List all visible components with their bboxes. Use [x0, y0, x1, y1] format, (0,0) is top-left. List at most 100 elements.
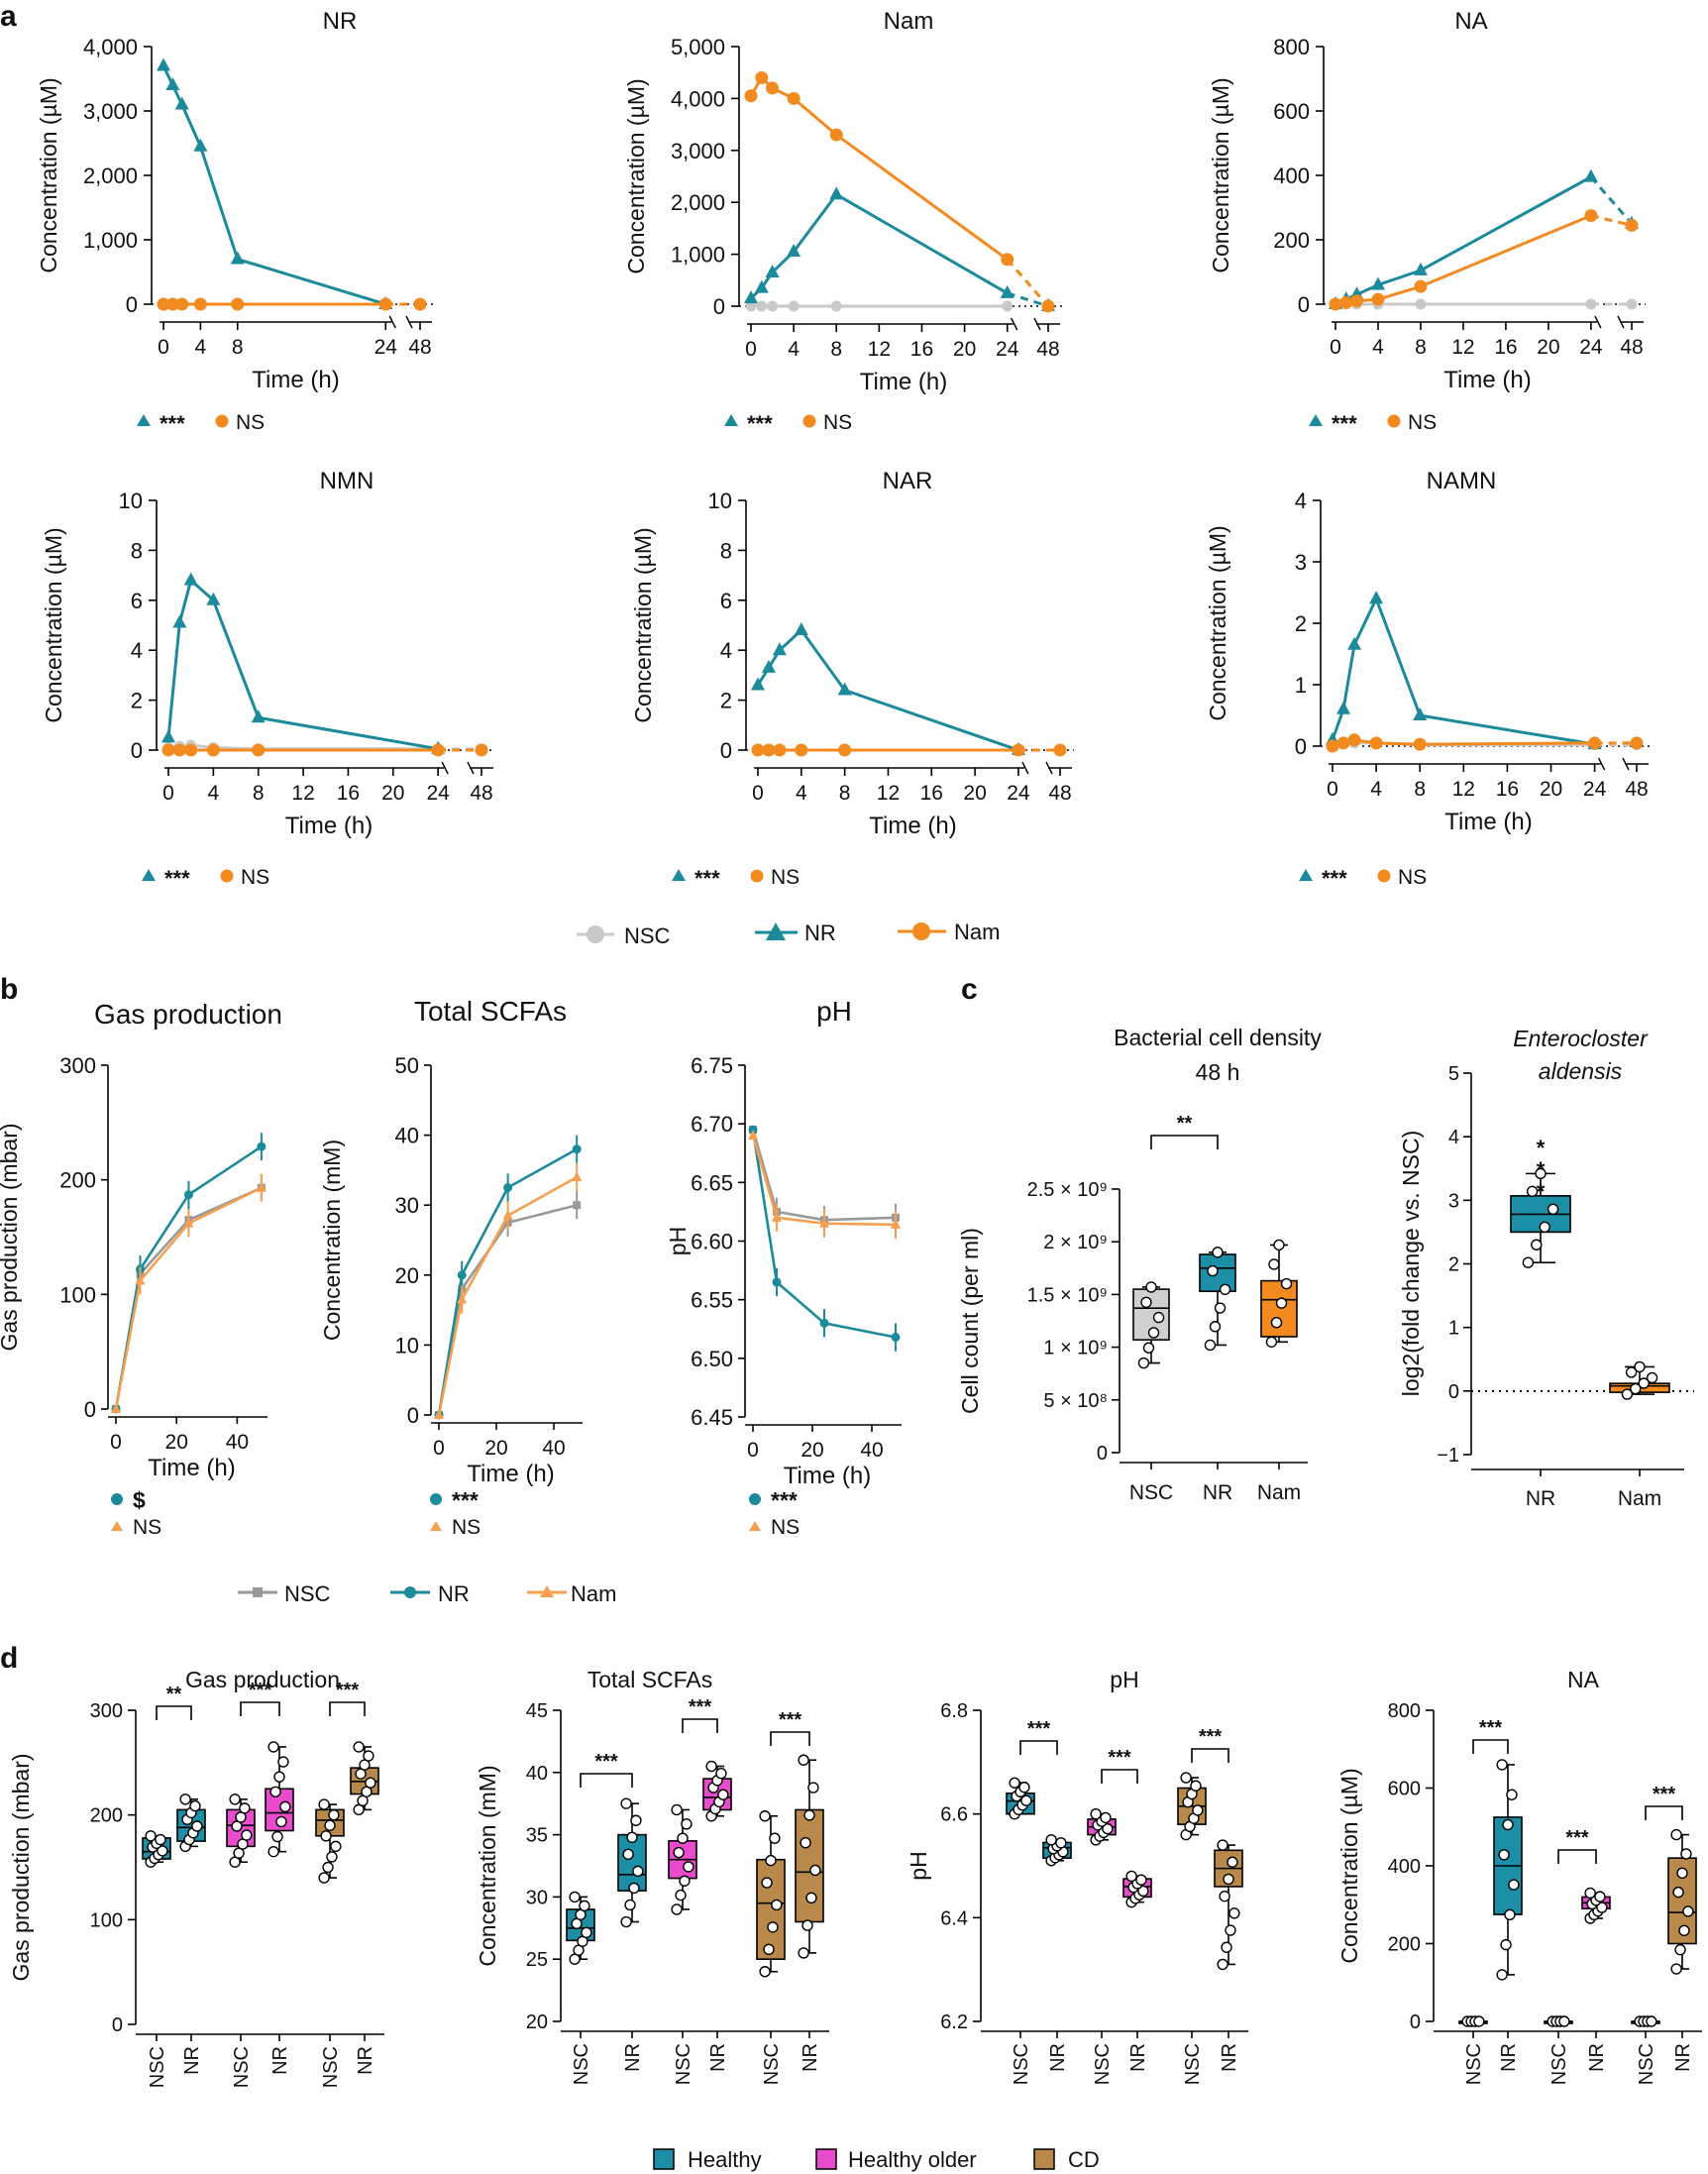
y-tick-label: −1 [1437, 1445, 1459, 1467]
data-point [1102, 1822, 1114, 1835]
stat-nr-marker [1309, 414, 1323, 426]
y-tick-label: 300 [90, 1700, 123, 1722]
y-tick-label: 200 [1273, 228, 1310, 253]
y-tick-label: 0 [1097, 1443, 1108, 1465]
data-point [715, 1767, 727, 1780]
data-point [1227, 1856, 1238, 1868]
data-point [330, 1840, 342, 1853]
data-point [328, 1808, 340, 1821]
data-point [1152, 1311, 1165, 1324]
marker-Nam [1326, 739, 1339, 753]
y-tick-label: 200 [1388, 1934, 1421, 1956]
data-point [1584, 1887, 1596, 1900]
x-tick-label: 4 [788, 338, 800, 361]
data-point [1147, 1327, 1160, 1339]
y-axis-label: Gas production (mbar) [0, 1123, 22, 1351]
sig-label: ** [166, 1684, 182, 1705]
data-point [677, 1832, 689, 1844]
x-tick-label: NR [181, 2046, 203, 2075]
marker-Nam [1041, 299, 1055, 313]
data-point [1090, 1807, 1102, 1820]
x-axis-label: Time (h) [784, 1463, 871, 1489]
marker-Nam [193, 297, 207, 311]
x-tick-label: NR [1526, 1487, 1555, 1510]
marker-Nam [502, 1209, 513, 1220]
x-tick-label: NR [622, 2043, 644, 2072]
y-tick-label: 200 [90, 1805, 123, 1827]
x-axis-label: Time (h) [860, 369, 947, 395]
x-tick-label: 0 [162, 782, 174, 805]
x-tick-label: 20 [1540, 778, 1562, 801]
x-tick-label: NSC [571, 2043, 592, 2085]
y-tick-label: 600 [1273, 99, 1310, 124]
y-tick-label: 800 [1273, 35, 1310, 59]
data-point [1280, 1277, 1293, 1290]
break-mark [1011, 317, 1018, 331]
data-point [1217, 1839, 1228, 1851]
y-tick-label: 4 [131, 638, 143, 663]
marker-NR [206, 592, 221, 605]
y-tick-label: 0 [84, 1397, 96, 1422]
chart-d2: 20 25 30 35 40 45 Concentration (mM) NSC NR NSC NR… [475, 1667, 829, 2085]
marker-Nam [1588, 736, 1602, 750]
data-point [1209, 1321, 1222, 1333]
marker-Nam [431, 743, 445, 757]
legend-panel-d: Healthy Healthy older CD [653, 2147, 1100, 2172]
x-tick-label: NR [1498, 2043, 1520, 2072]
marker-NR [257, 1141, 267, 1151]
data-point [267, 1741, 279, 1753]
data-point [1646, 1371, 1658, 1384]
marker-NSC [767, 300, 779, 312]
legend-b-nsc-marker [253, 1587, 263, 1597]
data-point [1676, 1867, 1688, 1879]
data-point [1137, 1885, 1149, 1898]
data-point [179, 1794, 191, 1805]
break-mark [467, 761, 475, 775]
x-tick-label: NR [1127, 2043, 1149, 2072]
data-point [1009, 1777, 1020, 1789]
break-mark [1622, 757, 1630, 771]
data-point [763, 1943, 775, 1956]
stat-nr-text: $ [133, 1487, 146, 1513]
y-tick-label: 45 [526, 1700, 548, 1722]
data-point [801, 1919, 813, 1931]
stat-nam-marker [802, 414, 816, 428]
data-point [569, 1891, 581, 1903]
series-line-NR [756, 627, 1019, 752]
chart-title: Total SCFAs [414, 996, 567, 1027]
marker-NR [819, 1318, 829, 1328]
x-axis-label: Time (h) [252, 367, 339, 393]
x-tick-label: NSC [761, 2043, 783, 2085]
marker-NR [794, 622, 808, 636]
stat-nam-marker [220, 869, 234, 883]
data-point [1219, 1890, 1230, 1902]
marker-Nam [891, 1218, 901, 1229]
data-point [241, 1829, 253, 1841]
break-mark [1033, 317, 1041, 331]
data-point [145, 1830, 157, 1842]
data-point [157, 1845, 168, 1857]
data-point [1621, 1388, 1634, 1400]
sig-bracket [580, 1773, 633, 1788]
series-line-NR [751, 1129, 897, 1339]
x-tick-label: 8 [839, 782, 851, 805]
marker-NSC [1415, 298, 1427, 310]
x-tick-label: 12 [868, 338, 891, 361]
marker-NR [1336, 701, 1351, 714]
x-tick-label: 0 [745, 338, 757, 361]
series-line-Nam [1334, 214, 1592, 306]
stat-nr-marker [749, 1493, 761, 1505]
data-point [705, 1760, 717, 1773]
y-tick-label: 1 [1295, 673, 1307, 698]
y-tick-label: 10 [395, 1333, 419, 1358]
series-break-line-NR [1589, 175, 1634, 225]
data-point [1204, 1339, 1217, 1352]
x-tick-label: 8 [232, 336, 244, 359]
x-tick-label: NR [1586, 2043, 1608, 2072]
marker-NR [772, 642, 787, 656]
marker-NSC [573, 1201, 582, 1210]
data-point [1496, 1759, 1508, 1771]
y-tick-label: 3,000 [83, 99, 138, 124]
marker-NR [772, 1277, 782, 1287]
data-point [626, 1831, 638, 1843]
